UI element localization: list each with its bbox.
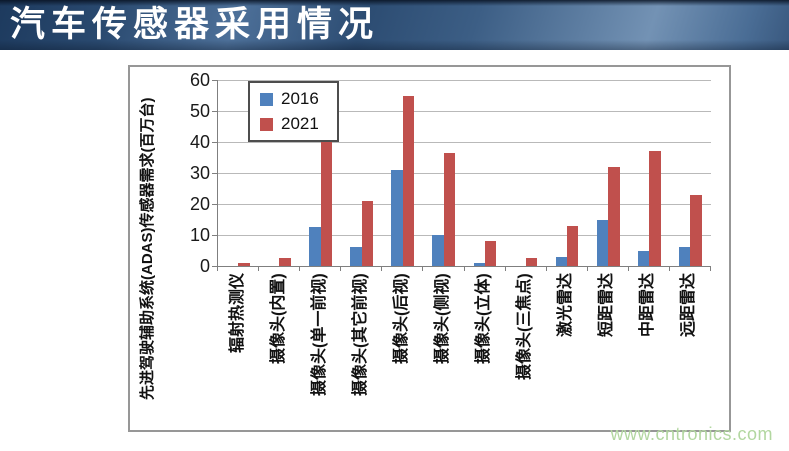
bar-2016-摄像头(侧视) (432, 235, 444, 266)
bar-2016-摄像头(立体) (473, 262, 485, 266)
bar-2021-短距雷达 (608, 166, 620, 266)
x-tick-mark-12 (710, 267, 711, 271)
x-axis-label-激光雷达: 激光雷达 (557, 272, 575, 337)
y-tick-mark-30 (212, 173, 217, 174)
x-tick-mark-6 (463, 267, 465, 271)
x-axis-tick-marks (217, 267, 711, 272)
x-axis-label-摄像头(三焦点): 摄像头(三焦点) (516, 273, 534, 380)
y-tick-label-30: 30 (189, 163, 210, 183)
y-tick-label-20: 20 (189, 194, 210, 214)
y-tick-mark-20 (212, 204, 217, 205)
x-axis-label-摄像头(内置): 摄像头(内置) (269, 273, 287, 364)
gridline-50 (218, 111, 711, 112)
gridline-30 (218, 173, 711, 174)
bar-2021-摄像头(后视) (402, 95, 415, 266)
bar-2021-摄像头(其它前视) (361, 200, 374, 266)
bar-2016-摄像头(其它前视) (350, 247, 362, 266)
y-axis-tick-marks (212, 67, 217, 430)
legend-swatch-2021-icon (260, 117, 273, 131)
watermark: www.cntronics.com (610, 424, 773, 444)
bar-2016-中距雷达 (637, 250, 650, 266)
x-tick-mark-4 (381, 267, 383, 271)
gridline-20 (218, 204, 711, 205)
x-axis-label-中距雷达: 中距雷达 (639, 272, 657, 337)
bar-2021-激光雷达 (567, 225, 579, 266)
legend-item-2016: 2016 (260, 89, 319, 109)
bar-2021-摄像头(单一前视) (320, 132, 332, 266)
x-axis-label-摄像头(侧视): 摄像头(侧视) (433, 273, 451, 364)
x-axis-label-摄像头(单一前视): 摄像头(单一前视) (310, 273, 328, 396)
y-tick-label-60: 60 (189, 70, 210, 90)
bar-2021-摄像头(内置) (279, 258, 291, 266)
x-tick-mark-3 (340, 267, 342, 271)
x-tick-mark-2 (299, 267, 301, 271)
bar-2021-中距雷达 (649, 151, 661, 266)
gridline-10 (218, 235, 711, 236)
page-title: 汽车传感器采用情况 (10, 5, 380, 44)
x-tick-mark-10 (627, 267, 629, 271)
y-tick-mark-10 (212, 235, 217, 236)
bar-2021-摄像头(三焦点) (525, 258, 538, 266)
bar-2021-远距雷达 (690, 194, 702, 266)
y-tick-mark-60 (212, 80, 217, 81)
x-tick-mark-9 (586, 267, 588, 271)
x-axis-label-远距雷达: 远距雷达 (680, 272, 698, 337)
x-tick-mark-8 (545, 267, 547, 271)
legend-swatch-2016-icon (260, 92, 273, 106)
y-tick-mark-40 (212, 142, 217, 143)
y-tick-label-40: 40 (189, 132, 210, 152)
legend-item-2021: 2021 (260, 114, 319, 134)
x-axis-label-摄像头(立体): 摄像头(立体) (475, 273, 493, 364)
bar-2016-激光雷达 (555, 256, 568, 266)
bar-2021-摄像头(侧视) (443, 152, 456, 266)
x-axis-label-摄像头(后视): 摄像头(后视) (392, 273, 410, 364)
bar-2016-短距雷达 (596, 219, 609, 266)
x-axis-label-摄像头(其它前视): 摄像头(其它前视) (351, 273, 369, 396)
plot-area (217, 80, 711, 267)
x-tick-mark-0 (217, 267, 218, 271)
bar-2016-摄像头(单一前视) (309, 227, 321, 266)
bar-2021-摄像头(立体) (484, 241, 497, 266)
x-tick-mark-1 (258, 267, 260, 271)
gridline-60 (218, 80, 711, 81)
x-axis-labels: 辐射热测仪 摄像头(内置) 摄像头(单一前视) 摄像头(其它前视) 摄像头(后视) 摄像头… (217, 273, 710, 425)
y-tick-mark-0 (212, 266, 217, 267)
chart-frame: 先进驾驶辅助系统(ADAS)传感器需求(百万台) 0 10 20 30 40 50 60 辐… (128, 65, 731, 432)
bar-2021-辐射热测仪 (238, 262, 250, 266)
y-tick-label-0: 0 (199, 256, 210, 276)
x-tick-mark-7 (504, 267, 506, 271)
y-tick-label-50: 50 (189, 101, 210, 121)
bar-2016-远距雷达 (678, 247, 691, 266)
legend-label-2016: 2016 (281, 89, 319, 108)
gridline-40 (218, 142, 711, 143)
page-header: 汽车传感器采用情况 (0, 0, 789, 50)
x-tick-mark-11 (668, 267, 670, 271)
x-tick-mark-5 (422, 267, 424, 271)
y-tick-label-10: 10 (189, 225, 210, 245)
legend-label-2021: 2021 (281, 114, 319, 133)
legend: 2016 2021 (248, 81, 339, 142)
x-axis-label-辐射热测仪: 辐射热测仪 (228, 272, 246, 353)
bar-2016-摄像头(后视) (391, 169, 403, 266)
y-axis-tick-labels: 0 10 20 30 40 50 60 (154, 67, 210, 430)
x-axis-label-短距雷达: 短距雷达 (598, 272, 616, 337)
y-tick-mark-50 (212, 111, 217, 112)
